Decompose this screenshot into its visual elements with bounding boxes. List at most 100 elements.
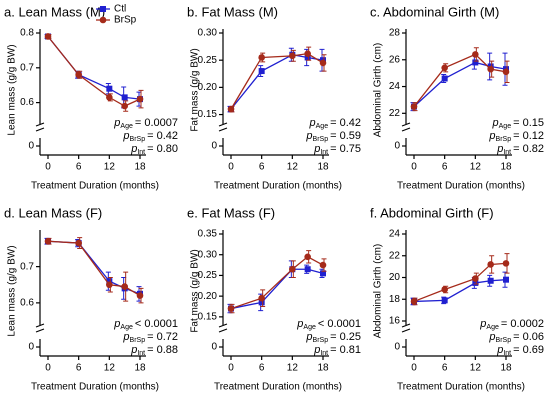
- p-value: pBrSp = 0.06: [488, 331, 544, 344]
- series-line: [230, 268, 324, 310]
- x-tick-label: 0: [411, 363, 417, 374]
- p-symbol: p: [305, 331, 312, 343]
- y-tick-label: 24: [389, 229, 401, 240]
- marker: [319, 59, 327, 67]
- p-subscript: BrSp: [313, 337, 329, 344]
- p-symbol: p: [130, 344, 137, 356]
- panel-title: b. Fat Mass (M): [187, 4, 278, 19]
- p-text: = 0.0007: [135, 117, 178, 129]
- p-subscript: Int: [320, 149, 328, 156]
- p-symbol: p: [488, 130, 495, 142]
- p-text: = 0.12: [513, 130, 544, 142]
- x-axis-label: Treatment Duration (months): [31, 382, 159, 393]
- p-value: pAge = 0.0002: [479, 318, 544, 331]
- x-axis-label: Treatment Duration (months): [31, 181, 159, 192]
- x-axis-label: Treatment Duration (months): [397, 382, 525, 393]
- panel: f. Abdominal Girth (F) Abdominal Girth (c…: [370, 205, 544, 392]
- panel: d. Lean Mass (F) Lean mass (g/g BW) Treatm…: [4, 205, 178, 392]
- marker: [503, 276, 509, 283]
- p-text: = 0.59: [330, 130, 361, 142]
- marker: [304, 253, 311, 261]
- p-subscript: BrSp: [313, 136, 329, 143]
- y-tick-label: 0.35: [198, 229, 218, 240]
- x-tick-label: 6: [76, 363, 82, 374]
- panel: a. Lean Mass (M) Lean mass (g/g BW) Treatm…: [4, 4, 178, 192]
- p-subscript: BrSp: [496, 337, 512, 344]
- p-subscript: Age: [120, 324, 133, 331]
- marker: [289, 265, 296, 273]
- y-axis-label: Fat mass (g/g BW): [190, 48, 201, 131]
- p-value: pInt = 0.69: [496, 344, 544, 357]
- x-tick-label: 0: [228, 162, 234, 173]
- marker: [441, 297, 448, 304]
- p-value: pBrSp = 0.59: [305, 130, 361, 143]
- y-tick-label: 0.30: [198, 249, 218, 260]
- marker: [44, 33, 52, 40]
- series-line: [230, 256, 324, 310]
- y-tick-label: 0.15: [198, 109, 218, 120]
- y-tick-label: 0.25: [198, 55, 218, 66]
- panel-title: a. Lean Mass (M): [4, 4, 105, 19]
- marker: [100, 6, 106, 12]
- y-tick-label: 18: [389, 294, 401, 305]
- p-symbol: p: [309, 117, 316, 129]
- p-subscript: Age: [120, 123, 133, 130]
- p-symbol: p: [496, 344, 503, 356]
- y-tick-label: 22: [389, 250, 401, 261]
- y-tick-label: 0.20: [198, 82, 218, 93]
- marker: [106, 281, 113, 289]
- p-value: pAge = 0.15: [492, 117, 544, 130]
- marker: [487, 65, 494, 73]
- x-tick-label: 18: [317, 363, 329, 374]
- y-tick-label: 16: [389, 316, 401, 327]
- p-text: = 0.06: [513, 331, 544, 343]
- p-text: = 0.88: [147, 344, 178, 356]
- p-value: pAge < 0.0001: [113, 318, 178, 331]
- y-axis-label: Abdominal Girth (cm): [373, 244, 384, 338]
- p-text: < 0.0001: [135, 318, 178, 330]
- p-text: = 0.82: [513, 143, 544, 155]
- x-tick-label: 12: [104, 363, 116, 374]
- marker: [258, 294, 265, 302]
- series-line: [47, 36, 141, 100]
- y-tick-label: 0.6: [20, 97, 34, 108]
- panel-title: d. Lean Mass (F): [4, 205, 102, 220]
- axis-break: [218, 122, 228, 132]
- p-symbol: p: [113, 117, 120, 129]
- x-tick-label: 6: [259, 363, 265, 374]
- marker: [304, 50, 311, 57]
- x-axis-label: Treatment Duration (months): [397, 181, 525, 192]
- marker: [304, 54, 311, 61]
- x-tick-label: 12: [104, 162, 116, 173]
- axis-break: [35, 323, 45, 333]
- p-text: < 0.0001: [318, 318, 361, 330]
- p-symbol: p: [296, 318, 303, 330]
- marker: [121, 283, 128, 290]
- p-symbol: p: [305, 130, 312, 142]
- marker: [121, 102, 128, 110]
- x-tick-label: 6: [76, 162, 82, 173]
- y-tick-label: 0: [394, 141, 400, 152]
- x-axis-label: Treatment Duration (months): [214, 181, 342, 192]
- x-tick-label: 18: [134, 363, 146, 374]
- x-axis-label: Treatment Duration (months): [214, 382, 342, 393]
- x-tick-label: 0: [45, 162, 51, 173]
- p-subscript: BrSp: [496, 136, 512, 143]
- marker: [472, 51, 479, 58]
- y-tick-label: 24: [389, 81, 401, 92]
- p-value: pInt = 0.88: [130, 344, 178, 357]
- marker: [258, 299, 265, 306]
- marker: [99, 16, 107, 24]
- marker: [319, 261, 327, 269]
- p-value: pAge < 0.0001: [296, 318, 361, 331]
- x-tick-label: 12: [287, 162, 299, 173]
- marker: [75, 71, 82, 79]
- y-tick-label: 0.20: [198, 291, 218, 302]
- y-axis-label: Abdominal Girth (cm): [373, 43, 384, 137]
- series-line: [230, 52, 324, 110]
- marker: [472, 59, 479, 66]
- x-tick-label: 12: [470, 363, 482, 374]
- x-tick-label: 0: [228, 363, 234, 374]
- p-symbol: p: [122, 130, 129, 142]
- x-tick-label: 18: [500, 363, 512, 374]
